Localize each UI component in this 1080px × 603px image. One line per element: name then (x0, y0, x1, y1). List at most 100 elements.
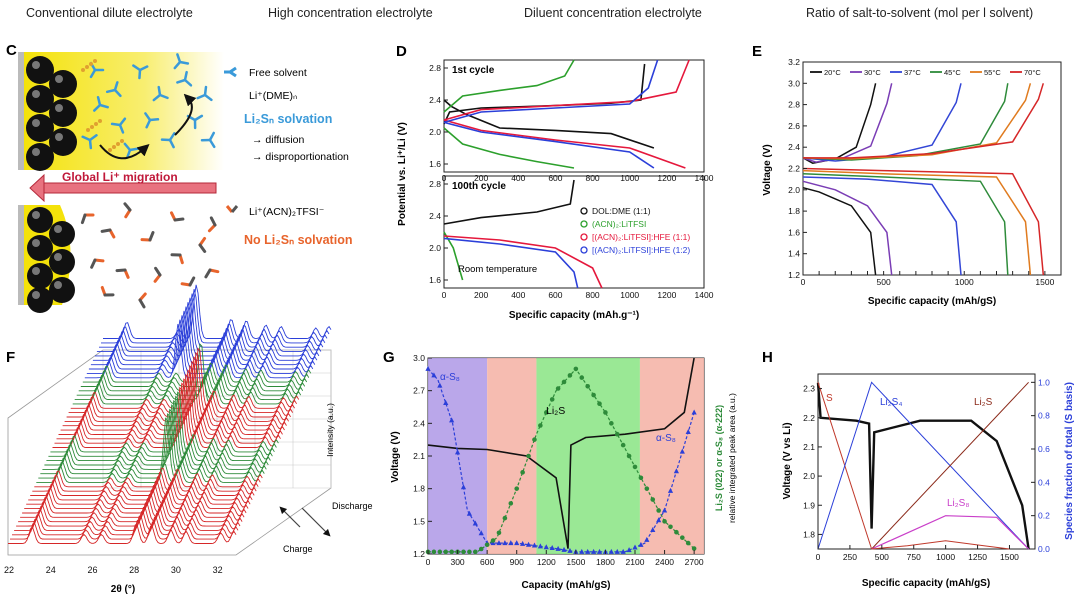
e-xtick-label: 500 (877, 277, 891, 287)
current-collector-bottom (18, 205, 24, 305)
g-xtick-label: 2400 (655, 557, 674, 567)
e-ytick-label: 2.4 (788, 142, 800, 152)
xrd-pattern (14, 511, 243, 531)
solvent-arm (203, 85, 208, 97)
g-xtick-label: 300 (450, 557, 464, 567)
xrd-pattern (32, 471, 261, 492)
e-xtick-label: 1500 (1035, 277, 1054, 287)
carbon-particle (49, 221, 75, 247)
g-alpha-s8-marker (626, 547, 632, 553)
g-li2s-marker (520, 470, 525, 475)
f-xtick-label: 32 (213, 565, 223, 575)
d-bottom-xtick-label: 0 (442, 290, 447, 300)
d-top-xtick-label: 200 (474, 173, 488, 183)
h-xtick-label: 0 (816, 552, 821, 562)
g-li2s-marker (668, 524, 673, 530)
li-dme-text: Li⁺(DME)ₙ (249, 90, 297, 102)
particle-highlight (32, 291, 40, 299)
d-top-series (443, 119, 686, 169)
cycle1-text: 1st cycle (452, 65, 495, 76)
h-right-ytick-label: 0.6 (1038, 444, 1050, 454)
g-li2s-marker (555, 386, 561, 391)
e-charge-series (802, 83, 1009, 161)
g-li2s-marker (567, 373, 573, 378)
g-alpha-s8-marker (537, 543, 543, 549)
panel-g-ylabel: Voltage (V) (390, 431, 401, 482)
solvent-arm (138, 68, 142, 80)
acn-complexes (80, 202, 220, 309)
panel-e-plot: 1.2 1.4 1.6 1.8 2.0 2.2 2.4 2.6 2.8 3.0 3.2 0 500 100… (788, 57, 1062, 287)
acn-arm-grey (209, 216, 217, 227)
h-li2s6-fraction (871, 540, 1010, 550)
d-top-xtick-label: 600 (548, 173, 562, 183)
d-legend-label: (ACN)₂:LiTFSI (592, 219, 646, 229)
free-solvent-text: Free solvent (249, 67, 307, 79)
panel-c-label: C (6, 42, 17, 59)
panel-g-ylabel-right-2: relative integrated peak area (a.u.) (727, 393, 737, 523)
particle-highlight (32, 90, 40, 98)
g-li2s-marker (573, 366, 579, 372)
g-alpha-s8-marker (525, 541, 532, 547)
g-xtick-label: 900 (510, 557, 524, 567)
acn-arm-grey (138, 298, 146, 309)
d-bottom-series (443, 231, 464, 281)
panel-g-plot: 1.2 1.5 1.8 2.1 2.4 2.7 3.0 0 300 600 900 1200 1500 1… (413, 353, 704, 567)
d-bottom-xtick-label: 800 (585, 290, 599, 300)
free-solvent-molecules (81, 53, 216, 159)
solvent-arm (176, 78, 187, 84)
h-xtick-label: 1000 (936, 552, 955, 562)
solvent-arm (183, 78, 193, 87)
d-top-xtick-label: 1000 (620, 173, 639, 183)
d-top-series (443, 59, 575, 113)
xrd-pattern (46, 399, 275, 462)
e-ytick-label: 2.2 (788, 164, 800, 174)
panel-f: F Intensity (a.u.) Discharge Charge 22 24… (4, 284, 373, 595)
solvent-arm (196, 93, 207, 100)
g-alpha-s8-marker (520, 540, 526, 546)
xrd-pattern (96, 297, 326, 353)
g-li2s-marker (526, 453, 531, 459)
solvent-arm (113, 88, 122, 98)
polysulfide-dot (81, 68, 85, 72)
particle-highlight (32, 148, 40, 156)
d-top-xtick-label: 800 (585, 173, 599, 183)
g-li2s-marker (478, 546, 484, 552)
e-discharge-series (802, 186, 877, 276)
g-li2s-marker (532, 437, 537, 442)
xrd-pattern (36, 463, 265, 483)
e-charge-series (802, 83, 877, 164)
d-bottom-xtick-label: 400 (511, 290, 525, 300)
h-right-ytick-label: 0.2 (1038, 511, 1050, 521)
li2s-text: Li₂S (546, 405, 565, 417)
g-alpha-s8-marker (614, 548, 620, 554)
h-ytick-label: 2.0 (803, 471, 815, 481)
solvent-arm (89, 68, 97, 79)
d-bottom-series (443, 237, 579, 289)
g-alpha-s8-marker (638, 541, 644, 547)
solvent-arm (144, 112, 152, 122)
g-li2s-marker (597, 401, 602, 407)
g-li2s-marker (461, 549, 466, 555)
panel-d-label: D (396, 43, 407, 60)
solvent-arm (157, 85, 162, 97)
g-li2s-marker (443, 549, 449, 555)
solvent-arm (98, 103, 109, 109)
g-alpha-s8-marker (431, 372, 437, 378)
g-alpha-s8-marker (549, 545, 555, 551)
g-alpha-s8-marker (667, 487, 674, 493)
g-li2s-marker (561, 379, 567, 385)
panel-h-ylabel: Voltage (V vs Li) (782, 422, 793, 499)
g-li2s-marker (632, 464, 638, 470)
g-alpha-s8-marker (460, 484, 467, 490)
e-charge-series (802, 83, 893, 163)
solvent-arm (138, 65, 149, 72)
g-alpha-s8-marker (650, 527, 656, 533)
h-xtick-label: 1500 (1000, 552, 1019, 562)
e-ytick-label: 2.0 (788, 185, 800, 195)
migration-arrow-head (29, 173, 45, 203)
h-ytick-label: 1.9 (803, 500, 815, 510)
g-alpha-s8-marker (679, 448, 685, 454)
panel-f-xticks: 22 24 26 28 30 32 (4, 565, 223, 575)
polysulfide-dot (116, 142, 120, 146)
